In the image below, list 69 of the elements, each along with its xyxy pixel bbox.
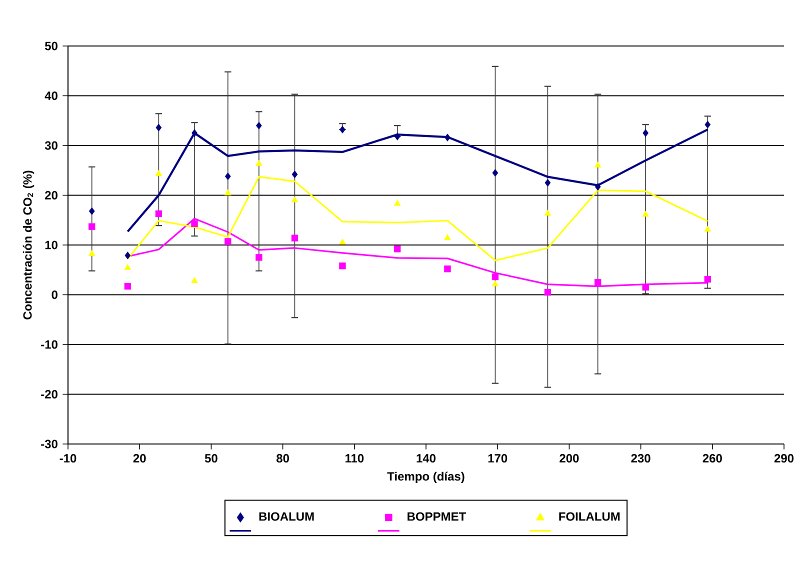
legend-label: FOILALUM: [559, 512, 620, 521]
point: [256, 122, 262, 130]
point: [256, 254, 262, 261]
point: [224, 238, 232, 245]
point: [124, 282, 132, 290]
y-tick-label: 0: [52, 290, 58, 300]
point: [191, 277, 198, 283]
point: [291, 234, 298, 242]
point: [394, 246, 401, 252]
x-tick-label: 50: [204, 454, 218, 463]
point: [704, 226, 711, 232]
point: [544, 179, 551, 187]
y-tick-label: 20: [45, 190, 58, 200]
point: [225, 172, 231, 180]
point: [492, 169, 498, 177]
x-tick-label: 170: [488, 454, 508, 463]
x-tick-label: -10: [60, 454, 76, 463]
point: [594, 162, 602, 168]
point: [642, 129, 648, 137]
x-tick-label: 140: [416, 454, 436, 463]
point: [155, 170, 162, 176]
point: [155, 210, 162, 217]
y-tick-label: -10: [41, 340, 58, 349]
point: [642, 210, 649, 217]
point: [444, 234, 451, 240]
point: [704, 120, 711, 128]
point: [704, 276, 711, 283]
point: [156, 124, 162, 132]
x-tick-label: 20: [133, 454, 146, 463]
y-tick-label: 10: [45, 240, 58, 250]
x-tick-label: 80: [276, 454, 289, 463]
point: [292, 170, 298, 178]
y-tick-label: 40: [44, 91, 58, 100]
point: [88, 250, 96, 256]
x-tick-label: 290: [774, 454, 794, 463]
point: [444, 134, 450, 142]
point: [339, 238, 346, 245]
point: [394, 132, 400, 140]
point: [192, 129, 198, 137]
point: [291, 196, 298, 202]
point: [544, 210, 551, 216]
point: [444, 266, 451, 272]
y-tick-label: 30: [44, 141, 58, 150]
point: [124, 264, 131, 270]
point: [88, 223, 96, 230]
point: [224, 190, 232, 196]
y-tick-label: -30: [41, 440, 58, 448]
point: [124, 252, 131, 260]
x-axis-title: Tiempo (días): [387, 472, 464, 483]
point: [594, 183, 601, 191]
x-tick-label: 110: [345, 454, 364, 463]
x-tick-label: 200: [560, 454, 579, 463]
legend-label: BIOALUM: [259, 512, 314, 521]
point: [594, 278, 602, 286]
point: [89, 207, 95, 215]
legend-label: BOPPMET: [408, 512, 466, 521]
point: [492, 280, 498, 286]
y-tick-label: 50: [44, 42, 58, 50]
y-axis-title: Concentración de CO$_{2}$ (%): [22, 170, 34, 320]
point: [339, 262, 346, 270]
y-tick-label: -20: [41, 390, 58, 399]
x-tick-label: 230: [631, 454, 650, 463]
point: [394, 200, 401, 206]
point: [191, 220, 198, 227]
x-tick-label: 260: [702, 454, 722, 463]
point: [544, 288, 552, 296]
point: [256, 160, 262, 166]
point: [340, 126, 346, 134]
point: [492, 274, 499, 280]
